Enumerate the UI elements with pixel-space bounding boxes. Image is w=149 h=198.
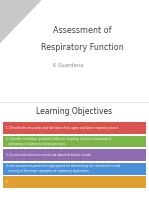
Bar	[3, 163, 146, 175]
Bar	[3, 122, 146, 134]
Bar	[3, 149, 146, 161]
Text: Assessment of: Assessment of	[53, 26, 111, 35]
Text: K Suardana: K Suardana	[53, 63, 84, 68]
Text: Respiratory Function: Respiratory Function	[41, 43, 123, 52]
Text: 4. Use assessment parameters appropriate for determining the characteristics and: 4. Use assessment parameters appropriate…	[6, 164, 120, 173]
Text: 1. Describe the structures and functions of the upper and lower respiratory trac: 1. Describe the structures and functions…	[6, 126, 119, 130]
Text: 2. Describe ventilation, perfusion, diffusion, shunting, and the relationship of: 2. Describe ventilation, perfusion, diff…	[6, 137, 111, 146]
Bar	[3, 136, 146, 148]
Text: 3. Discriminate between normal and abnormal breath sounds.: 3. Discriminate between normal and abnor…	[6, 153, 91, 157]
Text: Learning Objectives: Learning Objectives	[37, 107, 112, 116]
Polygon shape	[0, 0, 42, 43]
Bar	[3, 176, 146, 188]
Text: 5. ...: 5. ...	[6, 180, 12, 184]
